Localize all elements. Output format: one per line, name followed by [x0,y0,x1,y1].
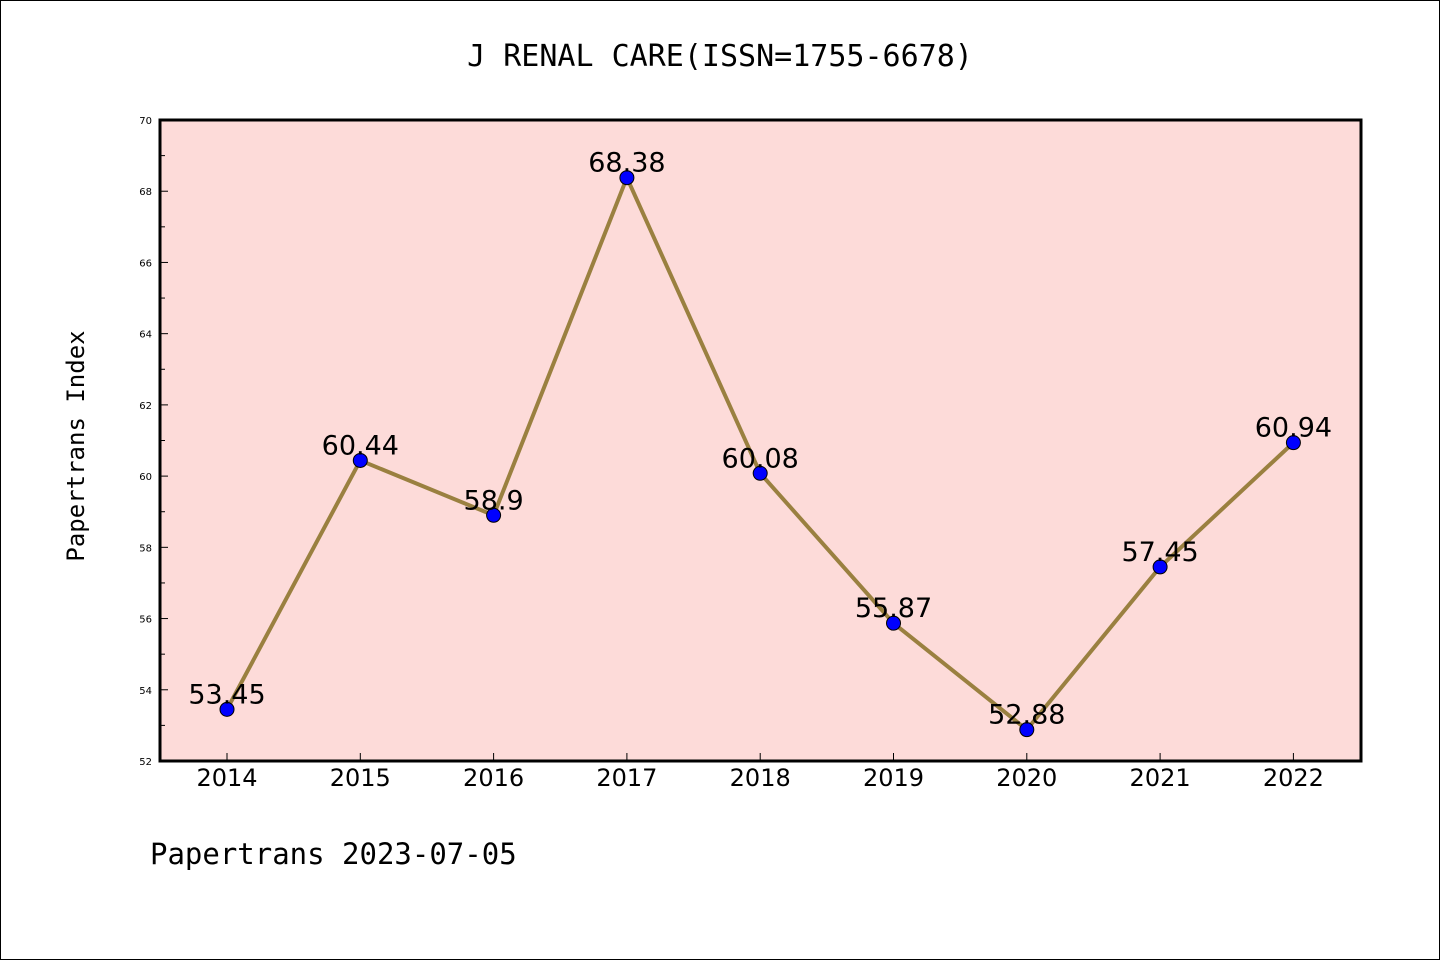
x-axis: 2014 2015 2016 2017 2018 2019 2020 2021 2022 [196,753,1324,792]
x-tick-label: 2022 [1263,764,1324,792]
data-point [486,507,502,523]
data-label: 52.88 [988,700,1065,731]
data-point [886,615,901,631]
data-label: 58.9 [464,485,524,516]
x-tick-label: 2018 [730,764,791,792]
y-tick-label: 56 [139,615,152,626]
data-point [752,465,768,481]
chart-title: J RENAL CARE(ISSN=1755-6678) [467,39,973,74]
data-label: 55.87 [855,593,932,624]
data-label: 60.94 [1255,413,1332,444]
data-label: 57.45 [1121,537,1198,568]
y-axis-label: Papertrans Index [62,330,90,561]
data-point [619,170,635,186]
data-label: 53.45 [188,679,265,710]
y-tick-label: 70 [139,116,152,127]
x-tick-label: 2020 [996,764,1057,792]
x-tick-label: 2017 [596,764,657,792]
x-tick-label: 2021 [1130,764,1191,792]
y-tick-label: 60 [139,472,152,483]
plot-area [160,120,1361,761]
data-labels: 53.45 60.44 58.9 68.38 60.08 55.87 52.88 57.45 6… [188,148,1332,731]
y-tick-label: 68 [139,187,152,198]
y-tick-label: 62 [139,401,152,412]
data-point [1019,722,1035,738]
data-point [219,701,235,717]
footer-date-stamp: Papertrans 2023-07-05 [150,837,517,871]
x-tick-label: 2015 [330,764,391,792]
data-label: 60.44 [322,430,399,461]
y-tick-label: 66 [139,258,152,269]
y-tick-label: 54 [139,686,152,697]
data-markers [219,170,1301,738]
data-point [352,452,368,468]
data-label: 68.38 [588,148,665,179]
y-tick-label: 58 [139,543,152,554]
x-tick-label: 2016 [463,764,524,792]
x-tick-label: 2019 [863,764,924,792]
y-tick-label: 64 [139,330,152,341]
data-point [1152,559,1168,575]
plot-border [158,118,1363,763]
data-label: 60.08 [722,443,799,474]
data-point [1285,435,1301,451]
y-tick-label: 52 [139,757,152,768]
x-tick-label: 2014 [196,764,257,792]
